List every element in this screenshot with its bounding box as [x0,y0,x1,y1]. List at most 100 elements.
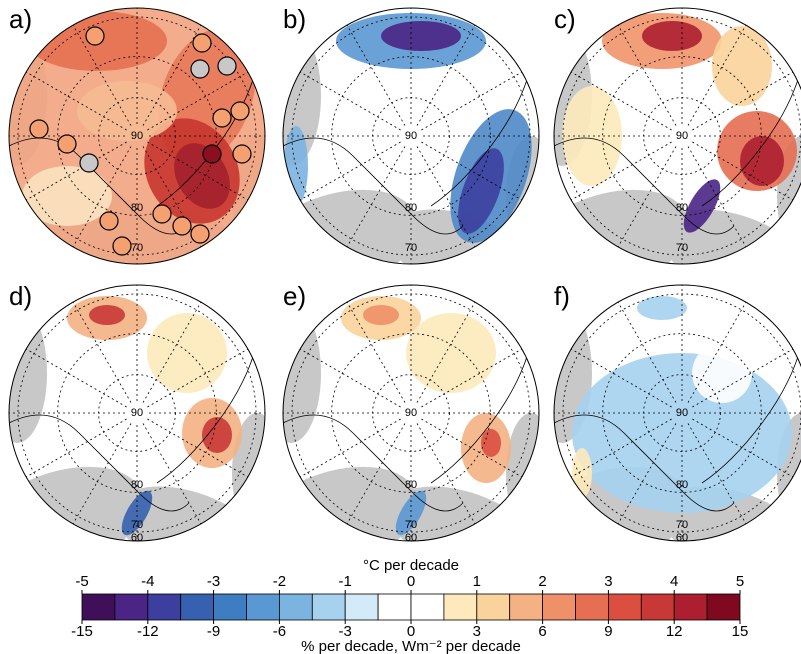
graticule [416,24,476,126]
colorbar-title: % per decade, Wm⁻² per decade [301,638,521,654]
lat-label: 80 [405,202,417,214]
colorbar-box [81,593,116,621]
graticule [25,141,127,201]
top-tick-label: 1 [473,573,481,590]
anomaly [202,417,232,453]
colorbar-box [542,593,576,621]
colorbar-box [476,593,511,621]
panel-label: d) [9,281,32,311]
land [506,413,539,533]
top-tick-label: -5 [75,573,88,590]
anomaly [363,305,399,325]
graticule [421,418,523,478]
lat-label: 70 [405,242,417,254]
map-border [282,7,540,265]
map [283,285,539,541]
graticule [692,71,794,131]
graticule [570,141,672,201]
anomaly [22,166,112,226]
graticule [346,423,406,525]
colorbar-box [706,593,741,621]
lat-label: 90 [405,130,417,142]
lat-label: 70 [676,519,688,531]
station [152,204,172,224]
bottom-tick-label: 3 [473,623,481,640]
station [212,108,232,128]
graticule [17,16,257,256]
map-border [8,7,266,265]
map-border [282,284,540,542]
lat-label: 80 [131,479,143,491]
top-tick-label: -1 [339,573,352,590]
graticule [687,301,747,403]
bottom-tick-label: 6 [538,623,546,640]
graticule [416,301,476,403]
anomaly [381,21,461,51]
graticule [142,24,202,126]
map [554,285,801,541]
bottom-tick-label: -15 [71,623,93,640]
lat-label: 70 [405,519,417,531]
lat-label: 90 [676,407,688,419]
graticule [331,333,491,493]
coastline [283,342,532,512]
graticule [299,141,401,201]
station [172,216,192,236]
map [283,8,539,264]
lat-label: 60 [131,532,143,544]
lat-label: 80 [131,202,143,214]
panel-label: e) [283,281,306,311]
bottom-tick-label: 15 [732,623,749,640]
anomaly [121,490,153,536]
graticule [147,71,249,131]
anomaly [89,305,125,325]
coastline [9,342,258,512]
colorbar-box [344,593,379,621]
graticule [331,56,491,216]
station [85,26,105,46]
graticule [25,418,127,478]
graticule [602,333,762,493]
lat-label: 70 [131,242,143,254]
colorbar-box [608,593,642,621]
graticule [687,423,747,525]
bottom-tick-label: -12 [137,623,159,640]
anomaly [562,86,622,186]
graticule [562,293,801,533]
graticule [692,418,794,478]
graticule [346,146,406,248]
colorbar-box [443,593,478,621]
graticule [692,348,794,408]
graticule [147,418,249,478]
graticule [291,293,531,533]
coastline [554,65,801,235]
bottom-tick-label: -6 [273,623,286,640]
colorbar-box [311,593,346,621]
lat-label: 80 [405,479,417,491]
graticule [299,418,401,478]
anomaly [284,126,308,206]
graticule [570,418,672,478]
anomaly [147,313,227,393]
panel-label: f) [554,281,570,311]
bottom-tick-label: -9 [207,623,220,640]
graticule [346,301,406,403]
station [57,134,77,154]
graticule [687,146,747,248]
graticule [562,16,801,256]
station [190,59,210,79]
top-tick-label: -4 [141,573,154,590]
graticule [25,348,127,408]
anomaly [77,81,177,141]
land [283,303,321,443]
panel-label: c) [554,4,576,34]
graticule [57,56,217,216]
anomaly [406,313,496,393]
graticule [72,146,132,248]
station [112,236,132,256]
bottom-tick-label: -3 [339,623,352,640]
station [192,33,212,53]
colorbar-box [377,593,412,621]
bottom-tick-label: 9 [604,623,612,640]
